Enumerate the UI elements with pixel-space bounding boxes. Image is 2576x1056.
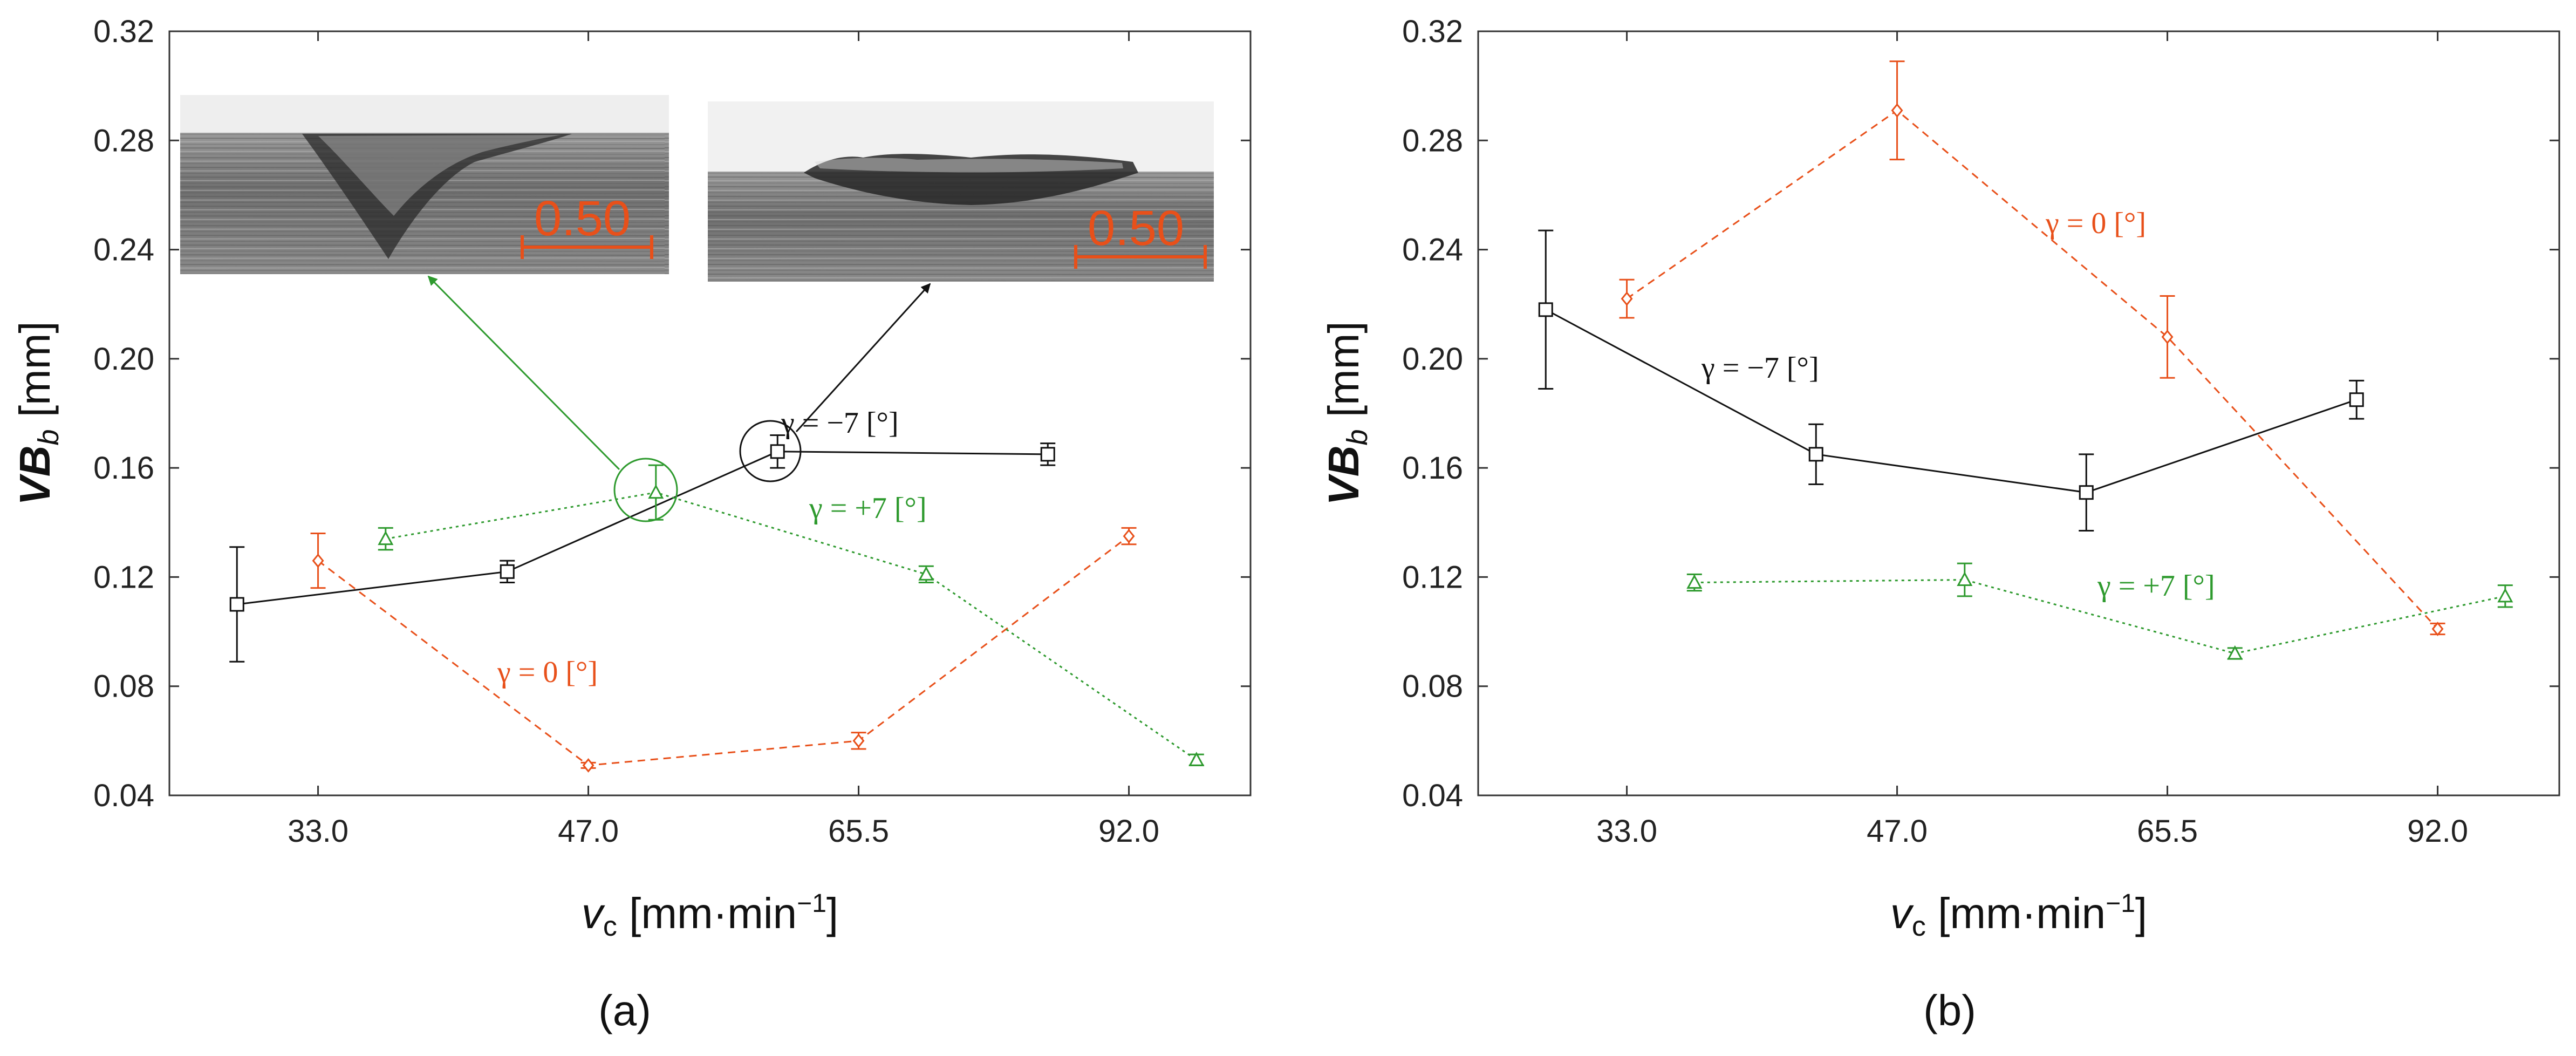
inset-micrograph-2: 0.50 [708, 101, 1214, 282]
series-label-plus7: γ = +7 [°] [809, 492, 927, 525]
inset-micrograph-1: 0.50 [180, 95, 669, 274]
series-line [385, 492, 1197, 761]
data-point-square [2349, 392, 2364, 407]
panel-label: (b) [1923, 986, 1976, 1034]
x-tick-label: 33.0 [1596, 814, 1657, 849]
data-point-triangle [918, 566, 934, 581]
series-label-minus7: γ = −7 [°] [1701, 351, 1819, 385]
y-axis-label: VBb [mm] [1320, 321, 1374, 505]
data-point-diamond [1891, 103, 1903, 118]
y-tick-label: 0.04 [1402, 778, 1463, 813]
series-label-plus7: γ = +7 [°] [2097, 569, 2215, 603]
series-square [1538, 229, 2365, 532]
series-triangle [378, 464, 1205, 766]
y-tick-label: 0.16 [93, 451, 154, 486]
y-tick-label: 0.12 [93, 560, 154, 595]
y-tick-label: 0.32 [1402, 14, 1463, 49]
y-tick-label: 0.32 [93, 14, 154, 49]
x-tick-label: 47.0 [1867, 814, 1928, 849]
data-point-triangle [378, 530, 394, 546]
y-axis-ticks: 0.04 0.08 0.12 0.16 0.20 0.24 0.28 0.32 [1402, 14, 2559, 813]
series-square [229, 434, 1056, 663]
series-label-zero: γ = 0 [°] [497, 656, 598, 689]
series-line [317, 535, 1130, 766]
series-label-minus7: γ = −7 [°] [781, 406, 899, 440]
data-point-triangle [2497, 588, 2513, 603]
scale-label: 0.50 [1088, 201, 1184, 256]
y-axis-label: VBb [mm] [11, 321, 65, 505]
y-tick-label: 0.24 [1402, 233, 1463, 268]
x-tick-label: 65.5 [828, 814, 889, 849]
x-tick-label: 92.0 [2407, 814, 2468, 849]
y-tick-label: 0.08 [93, 669, 154, 704]
y-tick-label: 0.08 [1402, 669, 1463, 704]
series-triangle [1686, 562, 2513, 660]
data-point-diamond [2161, 330, 2174, 344]
panel-a: 0.04 0.08 0.12 0.16 0.20 0.24 0.28 0.32 33.0 47.… [11, 14, 1252, 1034]
data-point-triangle [2227, 645, 2243, 660]
series-line [1694, 578, 2506, 655]
data-point-triangle [648, 484, 664, 499]
callout-arrow-black [795, 283, 931, 433]
callout-circle-black [739, 420, 802, 482]
data-point-square [1040, 447, 1055, 462]
series-diamond [1619, 60, 2445, 636]
x-axis-label: vc [mm·min−1] [1890, 889, 2147, 942]
series-line [1545, 309, 2357, 494]
callout-arrow-green [427, 275, 620, 471]
data-point-diamond [1621, 291, 1633, 306]
y-tick-label: 0.28 [1402, 123, 1463, 158]
data-point-diamond [312, 553, 324, 568]
y-axis-ticks: 0.04 0.08 0.12 0.16 0.20 0.24 0.28 0.32 [93, 14, 1251, 813]
data-point-diamond [2431, 622, 2444, 636]
y-tick-label: 0.24 [93, 233, 154, 268]
series-group [229, 434, 1205, 773]
y-tick-label: 0.28 [93, 123, 154, 158]
series-line [237, 451, 1048, 605]
series-diamond [310, 527, 1137, 773]
series-line [1626, 109, 2438, 630]
x-axis-ticks: 33.0 47.0 65.5 92.0 [1596, 31, 2468, 849]
y-tick-label: 0.04 [93, 778, 154, 813]
series-group [1538, 60, 2513, 660]
data-point-triangle [1188, 752, 1205, 766]
x-tick-label: 33.0 [288, 814, 349, 849]
data-point-square [1538, 302, 1553, 317]
data-point-square [1808, 447, 1823, 462]
callout-circle-green [613, 458, 678, 522]
plot-frame [1477, 30, 2560, 796]
y-tick-label: 0.20 [1402, 342, 1463, 377]
x-tick-label: 92.0 [1098, 814, 1159, 849]
y-tick-label: 0.16 [1402, 451, 1463, 486]
scale-label: 0.50 [534, 191, 631, 246]
data-point-diamond [852, 733, 865, 748]
data-point-triangle [1957, 571, 1973, 586]
plot-frame [168, 30, 1252, 796]
x-tick-label: 65.5 [2137, 814, 2198, 849]
data-point-square [2079, 485, 2094, 500]
series-label-zero: γ = 0 [°] [2045, 207, 2146, 240]
panel-b: 0.04 0.08 0.12 0.16 0.20 0.24 0.28 0.32 33.0 47.… [1320, 14, 2560, 1034]
data-point-square [500, 564, 515, 579]
data-point-diamond [582, 758, 595, 773]
x-tick-label: 47.0 [558, 814, 619, 849]
data-point-square [229, 597, 244, 612]
y-tick-label: 0.20 [93, 342, 154, 377]
y-tick-label: 0.12 [1402, 560, 1463, 595]
data-point-triangle [1686, 574, 1703, 589]
x-axis-ticks: 33.0 47.0 65.5 92.0 [288, 31, 1159, 849]
panel-label: (a) [598, 986, 651, 1034]
data-point-square [770, 444, 785, 459]
x-axis-label: vc [mm·min−1] [582, 889, 838, 942]
data-point-diamond [1123, 529, 1135, 543]
